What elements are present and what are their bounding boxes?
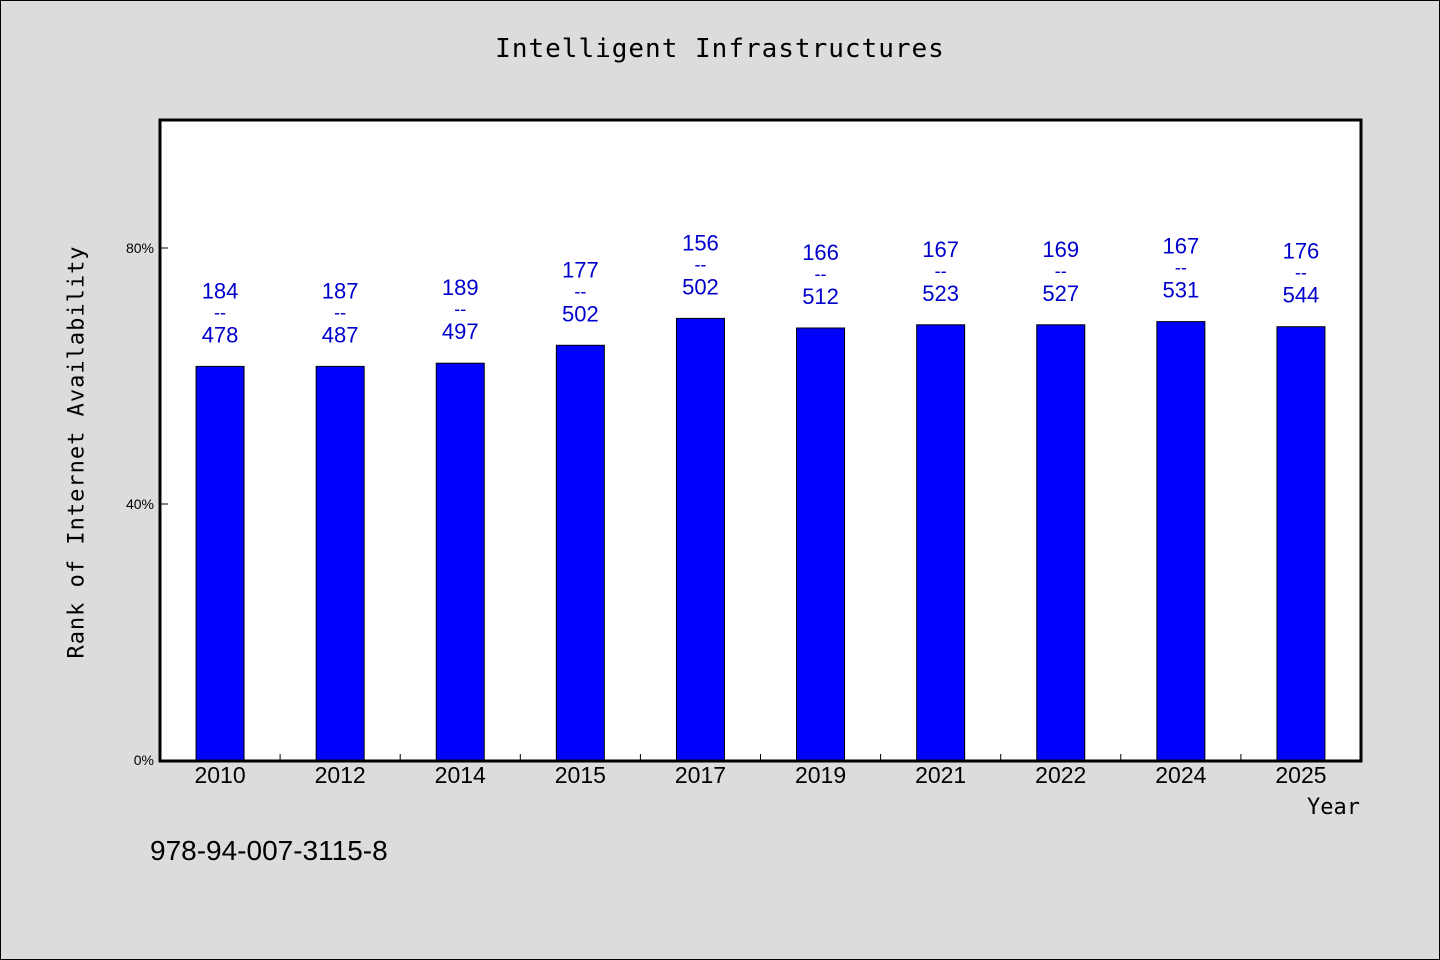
x-tick-label: 2025	[1275, 762, 1326, 788]
y-tick-label: 80%	[126, 240, 154, 256]
data-label-rank: 184	[202, 278, 239, 303]
bar-2022	[1036, 324, 1086, 761]
data-label-rank: 156	[682, 230, 719, 255]
data-label-total: 527	[1042, 281, 1079, 306]
data-label-total: 523	[922, 281, 959, 306]
data-label-separator: --	[1175, 258, 1187, 278]
x-tick-label: 2024	[1155, 762, 1206, 788]
y-axis-label: Rank of Internet Availability	[64, 245, 90, 659]
axis-layer: 2010 2012 2014 2015 2017 2019 2021 2022 2024 2025…	[126, 240, 1327, 788]
data-label-separator: --	[1055, 261, 1067, 281]
data-label-total: 531	[1162, 278, 1199, 303]
x-tick-label: 2014	[435, 762, 486, 788]
bar-2012	[315, 365, 365, 761]
isbn-footnote: 978-94-007-3115-8	[150, 835, 388, 866]
data-label-rank: 176	[1283, 239, 1320, 264]
bar-2024	[1156, 321, 1206, 761]
data-label-total: 544	[1283, 283, 1320, 308]
data-label-total: 512	[802, 284, 839, 309]
data-labels-layer: 184--478187--487189--497177--502156--502…	[202, 230, 1320, 347]
chart-title: Intelligent Infrastructures	[495, 34, 945, 64]
bar-2021	[916, 324, 966, 761]
x-tick-label: 2017	[675, 762, 726, 788]
data-label-total: 502	[682, 274, 719, 299]
bar-2014	[435, 362, 485, 761]
data-label-separator: --	[214, 302, 226, 322]
data-label-separator: --	[574, 281, 586, 301]
data-label-separator: --	[815, 264, 827, 284]
bar-2019	[796, 327, 846, 761]
data-label-separator: --	[454, 299, 466, 319]
data-label-total: 497	[442, 319, 479, 344]
data-label-separator: --	[935, 261, 947, 281]
data-label-total: 478	[202, 322, 239, 347]
y-tick-label: 40%	[126, 496, 154, 512]
data-label-rank: 187	[322, 278, 359, 303]
x-tick-label: 2021	[915, 762, 966, 788]
data-label-rank: 189	[442, 275, 479, 300]
x-tick-label: 2022	[1035, 762, 1086, 788]
bar-2015	[555, 344, 605, 761]
data-label-rank: 167	[1162, 234, 1199, 259]
data-label-rank: 166	[802, 240, 839, 265]
bar-2017	[675, 317, 725, 761]
x-tick-label: 2010	[194, 762, 245, 788]
x-axis-label: Year	[1307, 795, 1360, 820]
bar-2010	[195, 365, 245, 761]
data-label-separator: --	[1295, 263, 1307, 283]
y-tick-label: 0%	[134, 752, 154, 768]
x-tick-label: 2019	[795, 762, 846, 788]
data-label-rank: 169	[1042, 237, 1079, 262]
data-label-rank: 177	[562, 257, 599, 282]
bar-2025	[1276, 326, 1326, 761]
data-label-separator: --	[334, 302, 346, 322]
data-label-total: 502	[562, 301, 599, 326]
bars-layer	[195, 317, 1326, 761]
data-label-rank: 167	[922, 237, 959, 262]
x-tick-label: 2012	[315, 762, 366, 788]
x-tick-label: 2015	[555, 762, 606, 788]
data-label-total: 487	[322, 322, 359, 347]
data-label-separator: --	[694, 254, 706, 274]
